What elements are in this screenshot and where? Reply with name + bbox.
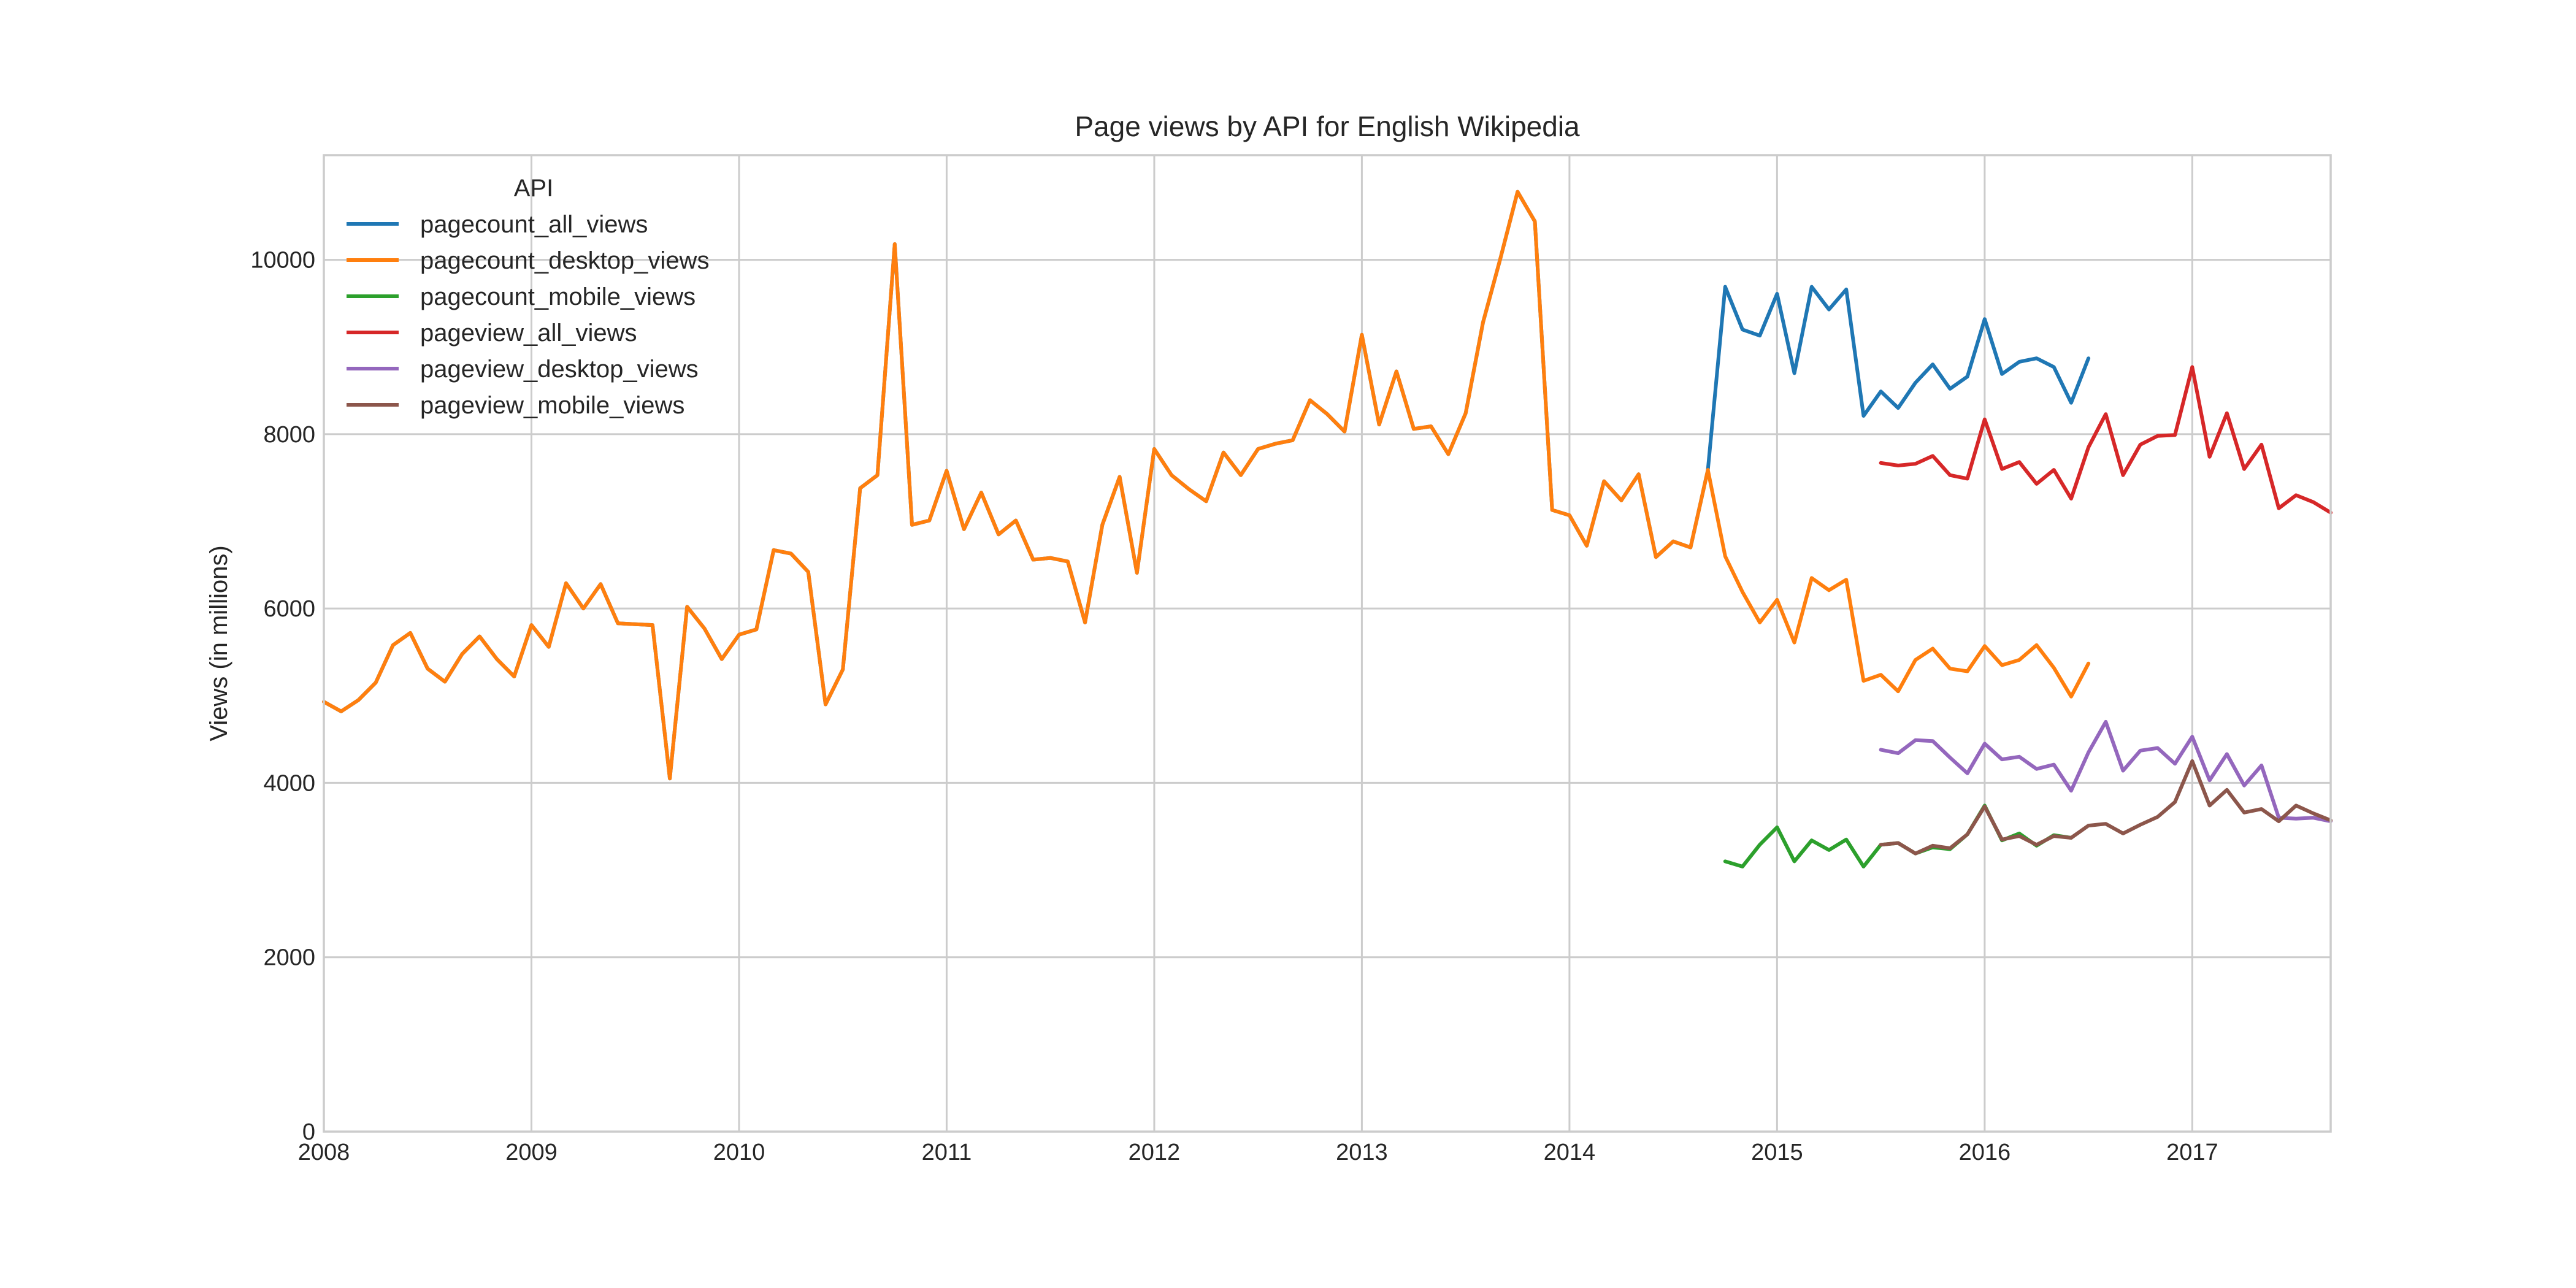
y-tick-label: 8000 (263, 422, 315, 448)
plot-frame (323, 154, 2332, 1133)
y-tick-label: 10000 (250, 248, 315, 274)
x-tick-label: 2008 (298, 1140, 350, 1165)
legend: API pagecount_all_views pagecount_desktop… (347, 175, 709, 419)
x-axis-ticks: 2008 2009 2010 2011 2012 2013 2014 2015 2016 2017 (298, 1140, 2218, 1165)
x-tick-label: 2014 (1544, 1140, 1596, 1165)
x-tick-label: 2016 (1959, 1140, 2011, 1165)
series-line-pageview-desktop-views (1879, 719, 2333, 823)
legend-title: API (514, 175, 553, 202)
x-tick-label: 2017 (2166, 1140, 2218, 1165)
y-axis-label: Views (in millions) (205, 545, 232, 741)
chart-title: Page views by API for English Wikipedia (1075, 110, 1580, 142)
y-axis-ticks: 0 2000 4000 6000 8000 10000 (250, 248, 315, 1145)
y-tick-label: 6000 (263, 596, 315, 622)
legend-label-pagecount-mobile-views: pagecount_mobile_views (420, 283, 696, 310)
x-tick-label: 2015 (1751, 1140, 1803, 1165)
x-tick-label: 2012 (1129, 1140, 1181, 1165)
y-tick-label: 0 (302, 1119, 315, 1145)
series-line-pageview-all-views (1879, 365, 2333, 515)
series-line-pagecount-desktop-views (322, 190, 2091, 781)
series-line-pageview-mobile-views (1879, 759, 2333, 856)
series-layer (322, 190, 2333, 868)
legend-label-pagecount-desktop-views: pagecount_desktop_views (420, 247, 709, 274)
x-tick-label: 2009 (505, 1140, 558, 1165)
y-tick-label: 4000 (263, 770, 315, 796)
x-tick-label: 2010 (713, 1140, 765, 1165)
x-tick-label: 2013 (1336, 1140, 1388, 1165)
legend-label-pageview-desktop-views: pageview_desktop_views (420, 356, 699, 383)
legend-label-pageview-all-views: pageview_all_views (420, 320, 637, 347)
legend-label-pageview-mobile-views: pageview_mobile_views (420, 392, 684, 419)
y-tick-label: 2000 (263, 945, 315, 971)
legend-label-pagecount-all-views: pagecount_all_views (420, 211, 648, 238)
x-tick-label: 2011 (922, 1140, 972, 1165)
